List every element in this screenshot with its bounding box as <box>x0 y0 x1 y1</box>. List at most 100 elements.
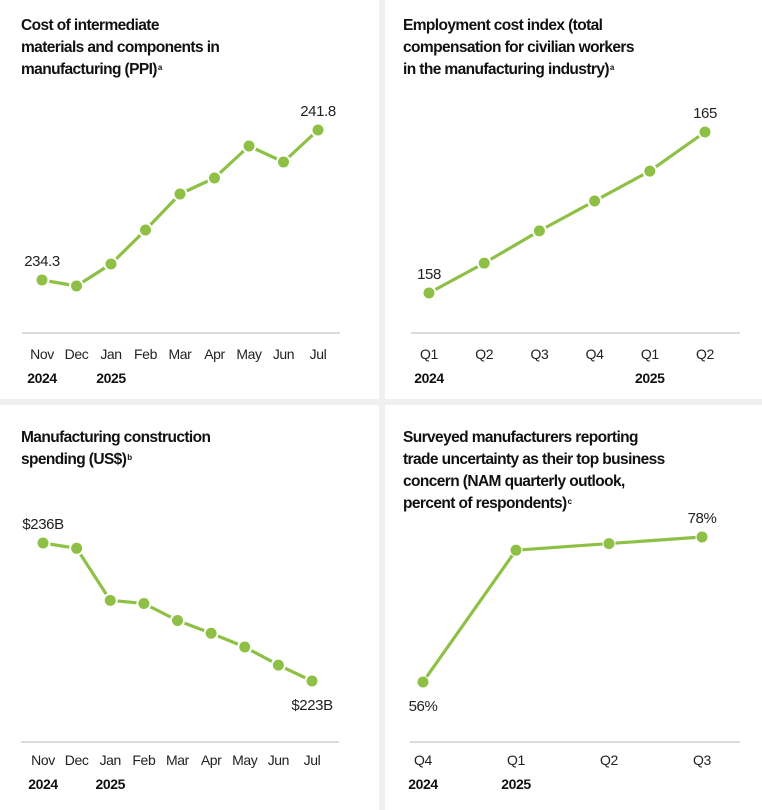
x-tick-label: Q1 <box>420 346 438 362</box>
data-point <box>278 156 289 168</box>
data-point <box>37 537 49 549</box>
x-tick-label: Mar <box>166 752 190 768</box>
x-tick-label: Dec <box>65 752 89 768</box>
title-line: manufacturing (PPI) <box>21 61 157 78</box>
year-label: 2025 <box>501 776 531 792</box>
data-point <box>423 287 435 299</box>
data-point <box>140 224 151 236</box>
x-tick-label: Q3 <box>693 752 711 768</box>
data-point <box>172 614 183 626</box>
title-line: concern (NAM quarterly outlook, <box>403 473 625 490</box>
x-tick-label: Feb <box>134 346 158 362</box>
title-line: Cost of intermediate <box>21 17 159 34</box>
title-line-last: percent of respondents)c <box>403 493 665 515</box>
x-tick-label: Q1 <box>641 346 659 362</box>
chart-title-employment-cost: Employment cost index (total compensatio… <box>403 15 634 81</box>
x-tick-label: Q2 <box>600 752 618 768</box>
title-line: Employment cost index (total <box>403 17 603 34</box>
data-point <box>272 659 284 671</box>
x-tick-label: Nov <box>31 752 55 768</box>
x-tick-label: Jun <box>273 346 294 362</box>
x-tick-label: Jan <box>100 752 121 768</box>
title-line: compensation for civilian workers <box>403 39 634 56</box>
data-point <box>239 641 251 653</box>
data-point <box>510 544 522 556</box>
title-line-last: spending (US$)b <box>21 449 210 471</box>
x-tick-label: Q4 <box>586 346 604 362</box>
x-tick-label: Q2 <box>696 346 714 362</box>
data-point <box>205 627 217 639</box>
series-line <box>428 130 706 295</box>
series-line <box>42 541 313 683</box>
data-point <box>478 257 490 269</box>
data-point <box>209 172 220 184</box>
x-tick-label: Dec <box>65 346 89 362</box>
year-label: 2024 <box>414 370 444 386</box>
footnote-marker: c <box>567 497 572 506</box>
year-label: 2024 <box>27 370 57 386</box>
data-label: $236B <box>22 516 64 533</box>
data-point <box>243 140 255 152</box>
title-line: Manufacturing construction <box>21 429 211 446</box>
data-label: 158 <box>417 266 441 283</box>
data-point <box>696 531 708 543</box>
data-label: $223B <box>291 697 333 714</box>
series-line <box>421 535 703 683</box>
year-label: 2025 <box>96 370 126 386</box>
chart-title-trade-uncertainty: Surveyed manufacturers reporting trade u… <box>403 427 665 515</box>
data-point <box>138 598 150 610</box>
data-point <box>312 124 324 136</box>
x-tick-label: Apr <box>201 752 222 768</box>
chart-title-construction-spending: Manufacturing construction spending (US$… <box>21 427 211 471</box>
data-point <box>71 280 82 292</box>
data-point <box>603 538 615 550</box>
title-line: percent of respondents) <box>403 495 567 512</box>
x-tick-label: Q2 <box>475 346 493 362</box>
x-tick-label: May <box>232 752 258 768</box>
data-point <box>417 676 429 688</box>
year-label: 2024 <box>28 776 58 792</box>
x-tick-label: Q4 <box>414 752 432 768</box>
x-tick-label: Q1 <box>507 752 525 768</box>
data-label: 56% <box>409 698 438 715</box>
data-point <box>174 188 186 200</box>
title-line: trade uncertainty as their top business <box>403 451 665 468</box>
data-label: 241.8 <box>300 103 336 120</box>
title-line: Surveyed manufacturers reporting <box>403 429 639 446</box>
year-label: 2024 <box>408 776 438 792</box>
data-point <box>699 126 711 138</box>
chart-title-ppi: Cost of intermediate materials and compo… <box>21 15 220 81</box>
data-point <box>533 225 545 237</box>
title-line-last: in the manufacturing industry)a <box>403 59 634 81</box>
data-label: 78% <box>688 510 717 527</box>
title-line: materials and components in <box>21 39 220 56</box>
x-tick-label: May <box>236 346 262 362</box>
data-point <box>644 165 656 177</box>
x-tick-label: Feb <box>132 752 156 768</box>
title-line: spending (US$) <box>21 451 127 468</box>
x-tick-label: Jul <box>304 752 321 768</box>
data-point <box>71 542 83 554</box>
x-tick-label: Jan <box>100 346 121 362</box>
footnote-marker: a <box>157 63 162 72</box>
year-label: 2025 <box>95 776 125 792</box>
x-tick-label: Apr <box>204 346 225 362</box>
year-label: 2025 <box>635 370 665 386</box>
footnote-marker: a <box>609 63 614 72</box>
data-label: 165 <box>693 105 717 122</box>
x-tick-label: Nov <box>30 346 54 362</box>
data-point <box>104 594 116 606</box>
data-point <box>589 195 601 207</box>
x-tick-label: Jul <box>310 346 327 362</box>
title-line: in the manufacturing industry) <box>403 61 610 78</box>
data-point <box>36 274 48 286</box>
x-tick-label: Jun <box>268 752 289 768</box>
data-point <box>306 675 318 687</box>
x-tick-label: Mar <box>169 346 193 362</box>
footnote-marker: b <box>127 453 132 462</box>
x-tick-label: Q3 <box>530 346 548 362</box>
data-label: 234.3 <box>24 253 60 270</box>
series-line <box>41 128 320 288</box>
title-line-last: manufacturing (PPI)a <box>21 59 219 81</box>
